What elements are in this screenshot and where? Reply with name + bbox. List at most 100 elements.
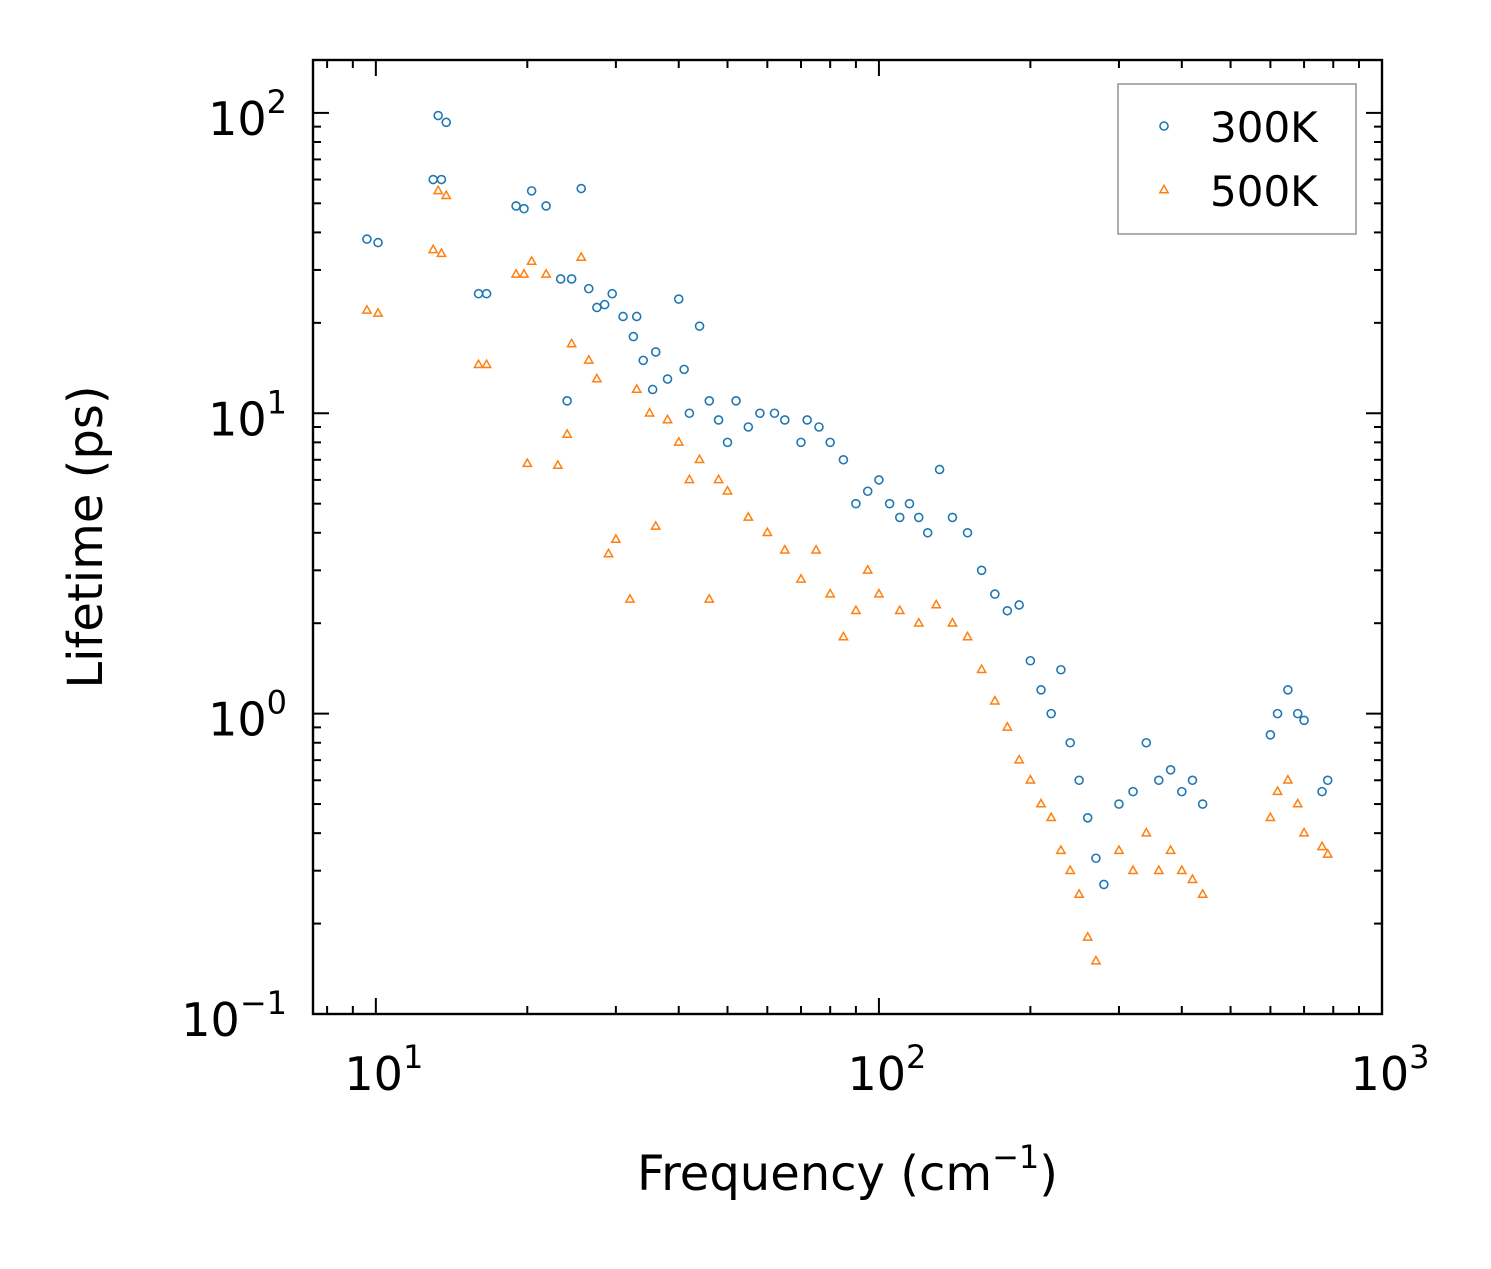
data-point-300K <box>638 355 649 366</box>
legend-label: 300K <box>1210 103 1319 152</box>
data-point-500K <box>1272 785 1283 796</box>
data-point-300K <box>511 201 521 211</box>
data-point-500K <box>427 243 439 254</box>
data-point-300K <box>934 464 945 475</box>
data-point-500K <box>1316 840 1328 851</box>
data-point-300K <box>1099 879 1109 890</box>
data-point-300K <box>618 311 628 322</box>
data-point-500K <box>862 564 874 574</box>
labels-layer: 101 102 103 10−1 100 101 102 Frequency (cm−1) Li… <box>58 83 1429 1202</box>
data-point-300K <box>862 486 873 497</box>
data-point-500K <box>761 526 773 537</box>
data-point-300K <box>1292 708 1303 719</box>
data-point-500K <box>566 337 578 348</box>
data-point-500K <box>473 358 484 369</box>
data-point-300K <box>436 174 447 185</box>
data-point-500K <box>703 593 715 603</box>
data-point-300K <box>1074 775 1084 786</box>
data-point-300K <box>1187 775 1198 786</box>
data-point-300K <box>947 512 958 523</box>
data-point-300K <box>1128 786 1138 797</box>
data-point-300K <box>1065 737 1076 748</box>
data-point-300K <box>566 274 577 284</box>
data-point-500K <box>837 630 849 641</box>
data-point-500K <box>1282 774 1294 784</box>
data-point-300K <box>1177 786 1187 797</box>
plot-frame <box>311 58 1384 1016</box>
data-point-300K <box>1091 853 1101 864</box>
data-point-500K <box>894 604 906 615</box>
y-axis-label: Lifetime (ps) <box>58 385 114 688</box>
data-point-500K <box>873 587 885 598</box>
data-point-300K <box>1056 664 1066 675</box>
data-point-300K <box>1002 605 1013 616</box>
data-point-300K <box>428 174 438 185</box>
data-point-300K <box>1283 685 1293 695</box>
data-point-500K <box>810 544 822 554</box>
data-point-500K <box>361 304 373 314</box>
data-point-500K <box>603 547 614 558</box>
data-point-300K <box>1317 786 1327 797</box>
data-point-500K <box>1013 754 1025 764</box>
data-point-500K <box>540 268 552 278</box>
data-point-500K <box>1024 774 1036 784</box>
data-point-300K <box>713 415 724 425</box>
data-point-300K <box>904 498 915 509</box>
data-point-500K <box>1153 864 1165 875</box>
series-300K <box>362 110 1333 890</box>
data-point-500K <box>1197 888 1209 898</box>
data-point-300K <box>362 234 372 244</box>
data-point-500K <box>1140 827 1152 837</box>
data-point-300K <box>599 299 610 310</box>
legend-label: 500K <box>1210 167 1319 216</box>
data-point-300K <box>838 454 849 465</box>
data-point-500K <box>435 247 447 258</box>
data-point-300K <box>990 589 1000 599</box>
data-point-500K <box>779 544 791 554</box>
data-point-500K <box>583 354 595 364</box>
data-point-500K <box>1187 873 1198 884</box>
data-point-300K <box>373 237 383 248</box>
data-point-300K <box>1114 799 1124 809</box>
data-point-300K <box>722 437 733 448</box>
data-point-300K <box>704 396 715 406</box>
data-point-500K <box>481 358 493 369</box>
data-point-300K <box>913 512 924 523</box>
x-tick-label: 101 <box>344 1038 423 1101</box>
data-point-300K <box>583 283 594 294</box>
data-point-500K <box>1127 864 1139 875</box>
data-point-300K <box>976 565 987 576</box>
data-point-300K <box>1299 715 1309 726</box>
data-point-300K <box>1197 799 1208 809</box>
data-point-500K <box>432 184 444 195</box>
data-point-500K <box>742 511 754 521</box>
data-point-500K <box>631 383 643 393</box>
data-point-500K <box>610 533 622 543</box>
data-point-500K <box>1292 797 1304 808</box>
y-tick-label: 101 <box>208 383 287 446</box>
data-point-500K <box>1165 844 1177 855</box>
x-tick-label: 102 <box>847 1038 926 1101</box>
data-point-500K <box>1176 864 1188 875</box>
data-point-500K <box>650 520 662 530</box>
data-point-300K <box>1153 775 1164 786</box>
data-point-300K <box>592 302 602 313</box>
data-point-300K <box>519 203 529 214</box>
x-tick-label: 103 <box>1351 1038 1430 1101</box>
data-point-500K <box>1073 888 1085 898</box>
data-point-500K <box>1064 864 1076 875</box>
data-point-300K <box>576 183 587 194</box>
data-point-300K <box>481 288 492 299</box>
data-point-300K <box>1265 730 1276 740</box>
data-point-500K <box>1113 844 1125 855</box>
data-point-500K <box>962 630 973 641</box>
data-point-300K <box>694 321 705 331</box>
data-point-500K <box>526 255 538 266</box>
data-point-500K <box>552 459 564 470</box>
data-point-500K <box>913 617 925 627</box>
data-point-300K <box>796 437 806 448</box>
data-point-300K <box>884 498 895 509</box>
data-point-300K <box>802 415 812 425</box>
data-point-500K <box>1090 954 1102 965</box>
data-point-300K <box>555 274 566 284</box>
